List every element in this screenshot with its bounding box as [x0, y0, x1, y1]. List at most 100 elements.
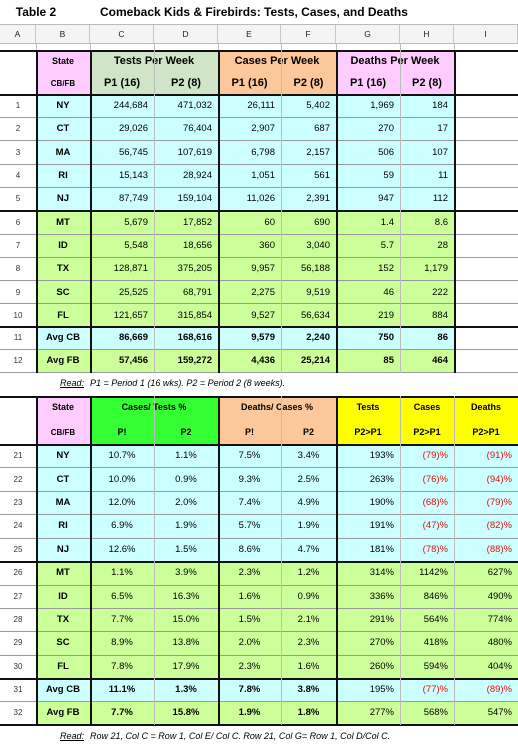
value-cell: 1.4 [380, 216, 394, 228]
lower-row-tx: 28 TX 7.7% 15.0% 1.5% 2.1% 291% 564% 774% [0, 607, 518, 632]
deaths-per-week-header: Deaths Per Week [350, 55, 440, 67]
value-cell: 6.5% [111, 590, 133, 602]
lower-deaths-cases-header-bg [218, 396, 336, 444]
lower-group-vertical [336, 396, 338, 725]
state-name: FL [57, 660, 69, 672]
value-cell: 107,619 [177, 146, 212, 158]
value-cell: 1.9% [175, 520, 197, 532]
avg-value-cell: 11.1% [108, 684, 136, 695]
avg-value-cell: 1.9% [238, 707, 261, 718]
value-cell: 375,205 [177, 263, 212, 275]
avg-value-cell: 1.3% [175, 684, 197, 695]
avg-value-cell: 750 [378, 332, 394, 343]
value-cell: (79)% [486, 496, 512, 508]
state-name: SC [56, 286, 70, 298]
upper-row-ct: 2 CT 29,026 76,404 2,907 687 270 17 [0, 117, 518, 141]
value-cell: 121,657 [113, 309, 148, 321]
state-name: ID [58, 590, 68, 602]
upper-note-text: P1 = Period 1 (16 wks). P2 = Period 2 (8… [90, 378, 286, 388]
row-number: 9 [15, 287, 21, 297]
value-cell: 2,391 [306, 193, 330, 205]
value-cell: 107 [432, 146, 448, 158]
value-cell: 7.7% [111, 613, 133, 625]
value-cell: 2.5% [297, 473, 320, 485]
value-cell: 1,969 [370, 100, 394, 112]
avg-value-cell: 568% [423, 707, 448, 718]
value-cell: 2,157 [306, 146, 330, 158]
value-cell: 774% [487, 613, 512, 625]
upper-row-ny: 1 NY 244,684 471,032 26,111 5,402 1,969 184 [0, 94, 518, 118]
state-name: ID [58, 239, 68, 251]
value-cell: 270% [369, 637, 394, 649]
lower-avg-row-1: 32 Avg FB 7.7% 15.8% 1.9% 1.8% 277% 568% 547% [0, 701, 518, 724]
upper-avg-row-0: 11 Avg CB 86,669 168,616 9,579 2,240 750 86 [0, 326, 518, 349]
lower-row-ri: 24 RI 6.9% 1.9% 5.7% 1.9% 191% (47)% (82)% [0, 514, 518, 538]
value-cell: 128,871 [113, 263, 148, 275]
lower-row-bg [36, 490, 518, 515]
value-cell: 193% [369, 450, 394, 462]
value-cell: 3.4% [297, 450, 320, 462]
column-letter-h: H [400, 25, 454, 43]
upper-column-gridline [400, 44, 401, 373]
upper-avg-row-bg [36, 349, 454, 372]
avg-value-cell: 2,240 [306, 332, 330, 343]
lower-row-ma: 23 MA 12.0% 2.0% 7.4% 4.9% 190% (68)% (79)% [0, 490, 518, 515]
value-cell: (88)% [486, 543, 512, 555]
column-letter-a: A [0, 25, 36, 43]
lower-top-border [0, 396, 518, 398]
value-cell: 87,749 [118, 193, 148, 205]
value-cell: 0.9% [297, 590, 320, 602]
lower-sub-header-6: P2>P1 [472, 427, 500, 437]
lower-group-vertical [36, 396, 38, 725]
row-number: 29 [13, 638, 23, 648]
value-cell: (82)% [486, 520, 512, 532]
row-number: 23 [13, 497, 23, 507]
value-cell: 9,527 [251, 309, 275, 321]
value-cell: 76,404 [182, 123, 212, 135]
row-number: 6 [15, 217, 21, 227]
avg-value-cell: 4,436 [251, 355, 275, 366]
value-cell: 1142% [419, 567, 448, 579]
value-cell: 6,798 [251, 146, 275, 158]
upper-row-fl: 10 FL 121,657 315,854 9,527 56,634 219 884 [0, 303, 518, 327]
value-cell: 315,854 [177, 309, 212, 321]
avg-value-cell: 547% [487, 707, 512, 718]
upper-row-bg [36, 303, 454, 327]
avg-value-cell: 3.8% [297, 684, 320, 695]
row-number: 31 [13, 685, 23, 694]
value-cell: 244,684 [113, 100, 148, 112]
upper-row-bg [36, 187, 454, 211]
table-title: Comeback Kids & Firebirds: Tests, Cases,… [100, 5, 408, 19]
lower-column-gridline [154, 396, 155, 725]
value-cell: 13.8% [172, 637, 200, 649]
lower-bottom-border [0, 724, 518, 726]
value-cell: 480% [487, 637, 512, 649]
value-cell: 5,679 [124, 216, 148, 228]
cases-per-week-header: Cases Per Week [234, 55, 320, 67]
value-cell: 2.3% [238, 660, 261, 672]
column-letter-f: F [281, 25, 336, 43]
value-cell: 9,957 [251, 263, 275, 275]
lower-group-divider [0, 561, 518, 563]
value-cell: 404% [487, 660, 512, 672]
state-name: CT [56, 473, 70, 485]
value-cell: (47)% [422, 520, 448, 532]
avg-value-cell: 159,272 [177, 355, 212, 366]
value-cell: 10.7% [108, 450, 136, 462]
value-cell: (79)% [422, 450, 448, 462]
avg-value-cell: 86 [437, 332, 448, 343]
value-cell: 5.7% [238, 520, 261, 532]
upper-avg-mid [0, 349, 518, 350]
lower-avg-row-bg [36, 701, 518, 724]
upper-row-bg [36, 163, 454, 188]
upper-row-bg [36, 280, 454, 304]
value-cell: 2,275 [251, 286, 275, 298]
upper-row-ma: 3 MA 56,745 107,619 6,798 2,157 506 107 [0, 140, 518, 164]
upper-group-vertical [36, 50, 38, 373]
value-cell: 7.8% [111, 660, 133, 672]
avg-label: Avg FB [46, 355, 80, 366]
value-cell: 8.9% [111, 637, 133, 649]
upper-row-gridline [0, 234, 518, 235]
avg-label: Avg CB [46, 332, 80, 343]
